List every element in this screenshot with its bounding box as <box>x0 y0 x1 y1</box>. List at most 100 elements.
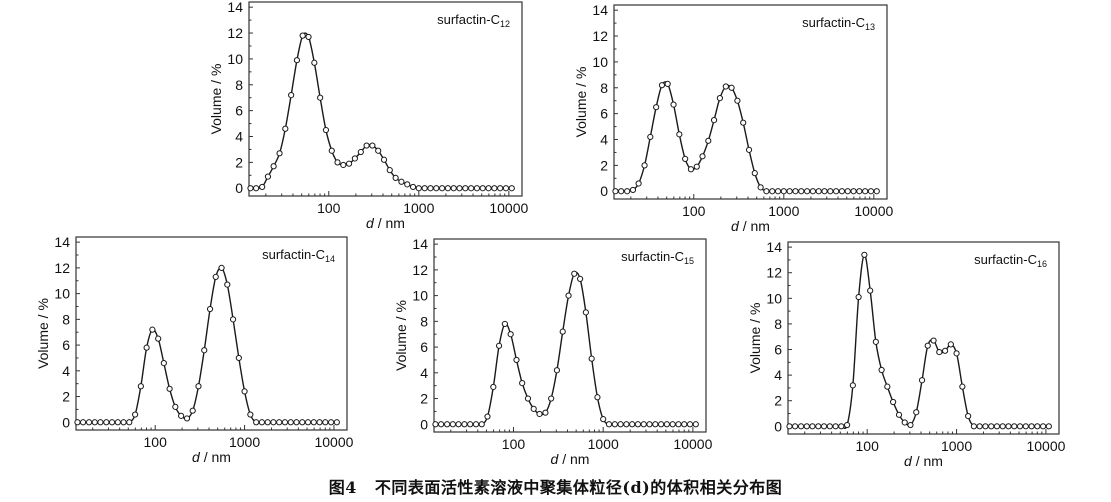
data-point <box>965 412 972 420</box>
data-point <box>676 131 683 138</box>
data-point <box>895 411 903 418</box>
y-tick-label: 4 <box>774 367 782 383</box>
data-point <box>663 421 670 428</box>
caption-text: 不同表面活性素溶液中聚集体粒径(d)的体积相关分布图 <box>374 478 783 497</box>
data-point <box>340 161 347 169</box>
data-point <box>126 419 133 426</box>
data-point <box>953 350 960 357</box>
x-axis-label-var: d <box>731 218 740 234</box>
data-point <box>178 412 185 419</box>
y-tick-label: 10 <box>766 290 782 306</box>
data-point <box>780 188 787 195</box>
data-point <box>815 188 822 195</box>
data-point <box>941 347 949 354</box>
data-point <box>398 178 405 185</box>
data-point <box>415 185 422 192</box>
data-point <box>322 126 330 134</box>
data-point <box>867 287 874 294</box>
data-point <box>647 133 654 141</box>
data-point <box>137 383 144 390</box>
y-tick-label: 0 <box>62 414 70 430</box>
data-point <box>693 163 700 170</box>
data-point <box>530 405 537 412</box>
data-point <box>392 174 399 181</box>
data-point <box>160 359 167 367</box>
y-tick-label: 6 <box>420 339 428 355</box>
data-point <box>386 167 393 174</box>
data-point <box>692 421 699 428</box>
y-tick-label: 14 <box>54 234 70 250</box>
data-point <box>653 104 660 111</box>
data-point <box>328 147 335 154</box>
y-tick-label: 2 <box>774 393 782 409</box>
x-axis-label: d / nm <box>731 218 770 234</box>
series-line <box>789 254 1049 430</box>
data-point <box>97 419 104 426</box>
data-point <box>484 413 491 420</box>
data-point <box>485 185 492 192</box>
y-tick-label: 10 <box>54 286 70 302</box>
data-point <box>809 423 816 430</box>
x-axis-label-var: d <box>904 453 913 469</box>
data-point <box>304 419 312 426</box>
data-point <box>792 188 799 195</box>
x-tick-label: 1000 <box>403 200 434 216</box>
data-point <box>1016 423 1024 430</box>
x-tick-label: 1000 <box>588 436 619 452</box>
data-point <box>114 419 121 426</box>
data-point <box>247 411 254 418</box>
data-point <box>462 185 469 192</box>
y-tick-label: 2 <box>420 391 428 407</box>
data-point <box>467 421 474 428</box>
data-point <box>657 421 665 428</box>
data-point <box>624 188 631 195</box>
data-point <box>542 409 549 416</box>
data-point <box>594 394 601 401</box>
data-point <box>461 421 468 428</box>
x-tick-label: 100 <box>317 200 341 216</box>
x-tick-label: 10000 <box>854 203 893 219</box>
data-point <box>629 186 637 194</box>
x-tick-label: 100 <box>502 436 526 452</box>
data-point <box>844 188 851 195</box>
data-point <box>913 409 920 416</box>
data-point <box>293 419 300 426</box>
data-point <box>838 423 845 430</box>
y-tick-label: 0 <box>235 180 243 196</box>
y-tick-label: 8 <box>600 80 608 96</box>
data-point <box>345 160 353 167</box>
data-point <box>1022 423 1029 430</box>
data-point <box>769 188 776 195</box>
data-point <box>427 185 434 192</box>
y-tick-label: 4 <box>600 132 608 148</box>
data-point <box>472 421 480 428</box>
y-tick-label: 14 <box>227 0 243 15</box>
data-point <box>433 185 440 192</box>
data-point <box>235 354 242 362</box>
plot-frame <box>787 241 1060 435</box>
y-tick-label: 8 <box>774 316 782 332</box>
data-point <box>1045 423 1052 430</box>
data-point <box>849 382 856 389</box>
data-point <box>722 83 729 90</box>
data-point <box>970 423 978 430</box>
data-point <box>815 423 822 430</box>
series-label: surfactin-C15 <box>621 249 694 266</box>
data-point <box>501 320 508 328</box>
y-tick-label: 12 <box>592 28 608 44</box>
figure-caption: 图4 不同表面活性素溶液中聚集体粒径(d)的体积相关分布图 <box>0 474 1111 498</box>
data-point <box>103 419 110 426</box>
data-point <box>947 341 954 348</box>
data-point <box>241 388 248 395</box>
data-point <box>264 419 271 426</box>
y-tick-label: 12 <box>54 260 70 276</box>
y-tick-label: 10 <box>592 54 608 70</box>
data-point <box>468 185 475 192</box>
y-axis-label: Volume / % <box>208 64 224 135</box>
data-point <box>259 183 266 191</box>
data-point <box>797 423 805 430</box>
data-point <box>334 159 341 166</box>
data-point <box>809 188 816 195</box>
data-point <box>155 335 162 342</box>
